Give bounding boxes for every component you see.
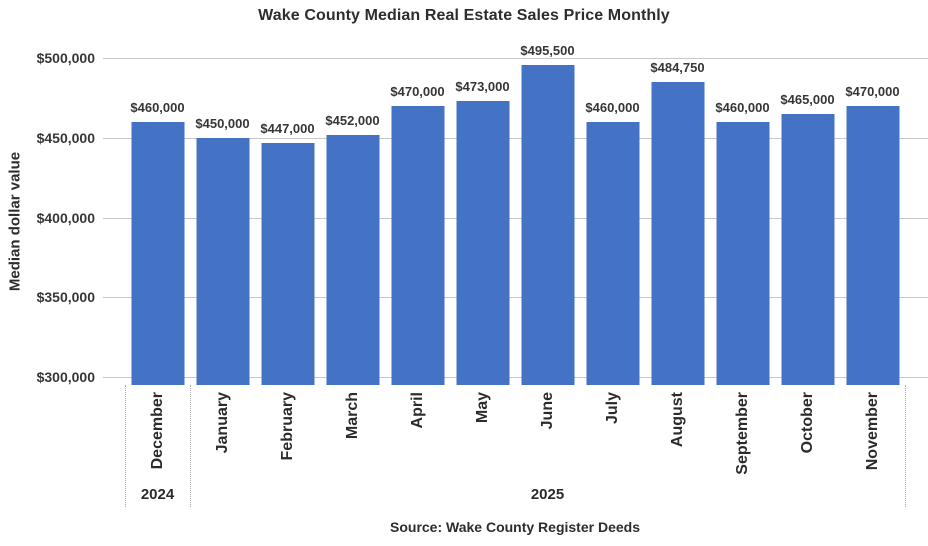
month-cell: April bbox=[385, 392, 450, 488]
y-tick-label: $300,000 bbox=[36, 369, 95, 385]
month-label: August bbox=[668, 392, 686, 448]
month-label: May bbox=[473, 392, 491, 424]
y-tick-label: $500,000 bbox=[36, 50, 95, 66]
month-label: March bbox=[343, 392, 361, 440]
month-label: February bbox=[278, 392, 296, 461]
gridline bbox=[103, 297, 928, 299]
month-cell: February bbox=[255, 392, 320, 488]
month-label: April bbox=[408, 392, 426, 429]
bar-value-label: $484,750 bbox=[650, 60, 705, 76]
month-cell: August bbox=[645, 392, 710, 488]
bar bbox=[846, 105, 899, 385]
bar-slot: $460,000 bbox=[710, 58, 775, 385]
month-axis: December January February March April May June… bbox=[125, 392, 905, 488]
month-cell: October bbox=[775, 392, 840, 488]
bar bbox=[131, 121, 184, 385]
bar-value-label: $460,000 bbox=[130, 99, 185, 115]
bar bbox=[326, 134, 379, 385]
y-tick-label: $350,000 bbox=[36, 289, 95, 306]
year-label: 2025 bbox=[530, 486, 565, 503]
bar-value-label: $465,000 bbox=[780, 91, 835, 107]
bar-value-label: $452,000 bbox=[325, 112, 380, 128]
month-label: June bbox=[538, 392, 556, 430]
month-cell: March bbox=[320, 392, 385, 488]
year-separator bbox=[190, 385, 191, 507]
bar-value-label: $470,000 bbox=[390, 83, 445, 99]
bar-slot: $450,000 bbox=[190, 58, 255, 385]
month-cell: September bbox=[710, 392, 775, 488]
month-label: January bbox=[213, 392, 231, 454]
month-cell: November bbox=[840, 392, 905, 488]
month-label: December bbox=[148, 392, 166, 470]
y-tick-label: $450,000 bbox=[36, 129, 95, 146]
bar bbox=[586, 121, 639, 385]
gridline bbox=[103, 137, 928, 139]
bar-slot: $452,000 bbox=[320, 58, 385, 385]
bar-value-label: $460,000 bbox=[585, 99, 640, 115]
bar bbox=[391, 105, 444, 385]
bar-slot: $447,000 bbox=[255, 58, 320, 385]
bar bbox=[521, 65, 574, 385]
bars-container: $460,000 $450,000 $447,000 $452,000 $470,000… bbox=[125, 43, 905, 385]
bar-value-label: $450,000 bbox=[195, 115, 250, 131]
bar-slot: $473,000 bbox=[450, 58, 515, 385]
bar-slot: $470,000 bbox=[840, 58, 905, 385]
gridline bbox=[103, 217, 928, 219]
bar-slot: $484,750 bbox=[645, 58, 710, 385]
bar bbox=[196, 137, 249, 385]
source-note: Source: Wake County Register Deeds bbox=[390, 519, 640, 535]
bar-slot: $460,000 bbox=[125, 58, 190, 385]
bar-value-label: $470,000 bbox=[845, 83, 900, 99]
bar-slot: $460,000 bbox=[580, 58, 645, 385]
year-separator bbox=[125, 385, 126, 507]
month-cell: June bbox=[515, 392, 580, 488]
bar-value-label: $495,500 bbox=[520, 43, 575, 59]
bar-slot: $470,000 bbox=[385, 58, 450, 385]
bar bbox=[781, 113, 834, 385]
month-cell: July bbox=[580, 392, 645, 488]
bar bbox=[456, 101, 509, 385]
bar-value-label: $473,000 bbox=[455, 79, 510, 95]
year-separator bbox=[905, 385, 906, 507]
chart-title: Wake County Median Real Estate Sales Pri… bbox=[258, 7, 670, 24]
year-label: 2024 bbox=[140, 486, 175, 503]
bar-value-label: $460,000 bbox=[715, 99, 770, 115]
month-cell: December bbox=[125, 392, 190, 488]
month-cell: January bbox=[190, 392, 255, 488]
bar-slot: $465,000 bbox=[775, 58, 840, 385]
bar bbox=[651, 82, 704, 385]
month-label: July bbox=[603, 392, 621, 425]
month-label: September bbox=[733, 392, 751, 475]
y-tick-label: $400,000 bbox=[36, 209, 95, 226]
bar bbox=[716, 121, 769, 385]
month-label: November bbox=[863, 392, 881, 471]
gridline bbox=[103, 377, 928, 378]
bar-slot: $495,500 bbox=[515, 43, 580, 385]
gridline bbox=[103, 58, 928, 59]
bar-value-label: $447,000 bbox=[260, 120, 315, 136]
month-label: October bbox=[798, 392, 816, 454]
bar bbox=[261, 142, 314, 385]
month-cell: May bbox=[450, 392, 515, 488]
